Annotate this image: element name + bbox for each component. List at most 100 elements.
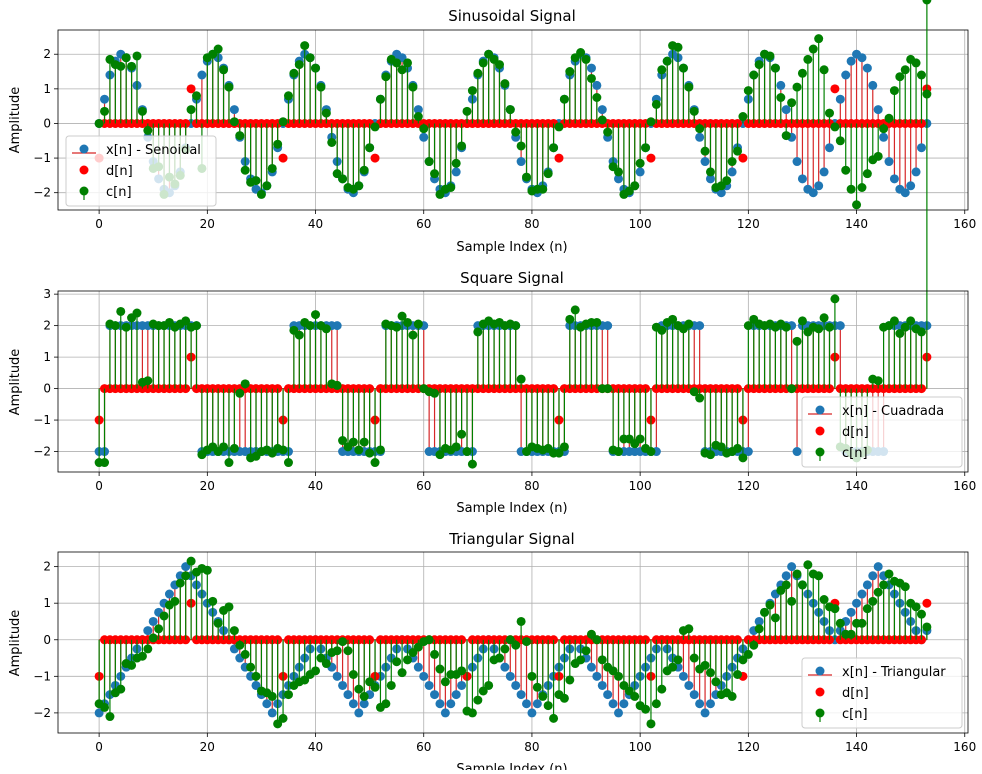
x-point: [197, 70, 207, 80]
c-point: [868, 596, 878, 606]
c-point: [305, 321, 315, 331]
c-point: [278, 445, 288, 455]
c-point: [841, 165, 851, 175]
y-tick-label: 2: [43, 47, 51, 61]
c-point: [430, 169, 440, 179]
x-point: [267, 708, 277, 718]
c-point: [916, 609, 926, 619]
legend-label: x[n] - Triangular: [842, 665, 946, 680]
c-point: [592, 635, 602, 645]
x-point: [592, 80, 602, 90]
c-point: [857, 618, 867, 628]
c-point: [321, 659, 331, 669]
c-point: [116, 684, 126, 694]
x-tick-label: 20: [200, 479, 215, 493]
x-point: [689, 690, 699, 700]
x-tick-label: 20: [200, 740, 215, 754]
c-point: [705, 167, 715, 177]
x-point: [781, 571, 791, 581]
x-point: [619, 699, 629, 709]
c-point: [743, 649, 753, 659]
x-point: [511, 680, 521, 690]
c-point: [522, 172, 532, 182]
c-point: [803, 54, 813, 64]
c-point: [613, 671, 623, 681]
c-point: [678, 63, 688, 73]
x-point: [251, 680, 261, 690]
c-point: [862, 604, 872, 614]
c-point: [603, 127, 613, 137]
c-point: [327, 138, 337, 147]
x-point: [338, 680, 348, 690]
c-point: [781, 131, 791, 141]
x-point: [906, 181, 916, 191]
c-point: [365, 448, 375, 458]
c-point: [105, 712, 115, 722]
c-point: [375, 94, 385, 104]
x-tick-label: 60: [416, 217, 431, 231]
c-point: [922, 622, 932, 632]
plot-area: 0 20 40 60 80 100 120 140 160 −2 −1 0 1 2: [33, 551, 976, 754]
c-point: [846, 184, 856, 194]
x-point: [262, 699, 272, 709]
x-point: [359, 699, 369, 709]
c-point: [873, 376, 883, 386]
legend-label: c[n]: [842, 446, 868, 461]
c-point: [657, 65, 667, 75]
c-point: [565, 675, 575, 685]
c-point: [549, 143, 559, 153]
x-point: [100, 94, 110, 104]
c-point: [294, 60, 304, 70]
c-point: [181, 571, 191, 581]
d-point: [922, 598, 932, 608]
x-tick-label: 140: [845, 479, 868, 493]
c-point: [451, 442, 461, 452]
c-point: [819, 65, 829, 75]
y-tick-label: 1: [43, 350, 51, 364]
c-point: [505, 635, 515, 645]
c-point: [116, 61, 126, 71]
x-point: [532, 699, 542, 709]
c-point: [673, 42, 683, 52]
x-tick-label: 100: [629, 479, 652, 493]
c-point: [338, 637, 348, 647]
c-point: [824, 322, 834, 332]
c-point: [186, 556, 196, 566]
x-point: [916, 143, 926, 153]
c-point: [100, 458, 110, 468]
c-point: [787, 98, 797, 108]
chart-title: Sinusoidal Signal: [448, 7, 576, 25]
x-point: [754, 616, 764, 626]
legend-label: d[n]: [106, 164, 133, 179]
c-point: [900, 322, 910, 332]
c-point: [770, 613, 780, 623]
c-point: [884, 569, 894, 579]
c-point: [116, 306, 126, 316]
x-point: [835, 94, 845, 104]
c-point: [565, 67, 575, 77]
c-point: [895, 72, 905, 82]
c-point: [776, 585, 786, 595]
c-point: [538, 691, 548, 701]
c-point: [408, 648, 418, 658]
c-point: [657, 684, 667, 694]
chart-title: Triangular Signal: [448, 530, 574, 548]
c-point: [154, 624, 164, 634]
c-point: [635, 434, 645, 444]
c-point: [229, 626, 239, 636]
x-tick-label: 80: [524, 479, 539, 493]
c-point: [478, 58, 488, 68]
c-point: [235, 640, 245, 650]
c-point: [538, 184, 548, 194]
c-point: [370, 458, 380, 468]
x-point: [430, 690, 440, 700]
x-point: [586, 63, 596, 73]
c-point: [543, 701, 553, 711]
c-point: [430, 649, 440, 659]
c-point: [781, 322, 791, 332]
c-point: [613, 167, 623, 177]
c-point: [613, 447, 623, 457]
legend-marker: [815, 447, 825, 457]
c-point: [473, 695, 483, 705]
c-point: [256, 189, 266, 199]
